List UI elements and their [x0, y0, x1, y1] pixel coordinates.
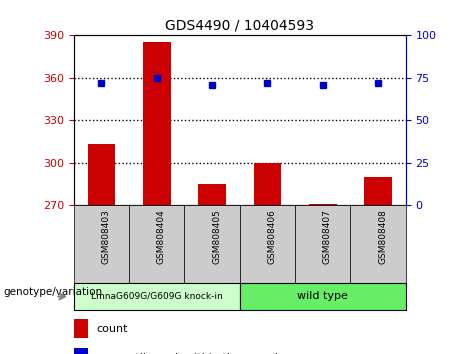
- Text: GSM808407: GSM808407: [323, 209, 332, 264]
- Text: GSM808404: GSM808404: [157, 209, 166, 264]
- Bar: [350, 205, 406, 283]
- Title: GDS4490 / 10404593: GDS4490 / 10404593: [165, 19, 314, 33]
- Text: GSM808405: GSM808405: [212, 209, 221, 264]
- Text: LmnaG609G/G609G knock-in: LmnaG609G/G609G knock-in: [91, 292, 223, 301]
- Bar: [74, 348, 88, 354]
- Text: GSM808406: GSM808406: [267, 209, 277, 264]
- Bar: [240, 205, 295, 283]
- Text: wild type: wild type: [297, 291, 348, 302]
- Bar: [143, 42, 171, 205]
- Bar: [184, 205, 240, 283]
- Bar: [74, 319, 88, 338]
- Bar: [240, 283, 406, 310]
- Bar: [295, 205, 350, 283]
- Bar: [254, 163, 281, 205]
- Bar: [364, 177, 392, 205]
- Bar: [309, 204, 337, 205]
- Bar: [129, 205, 184, 283]
- Text: GSM808403: GSM808403: [101, 209, 111, 264]
- Text: genotype/variation: genotype/variation: [4, 287, 103, 297]
- Bar: [74, 283, 240, 310]
- Text: GSM808408: GSM808408: [378, 209, 387, 264]
- Text: percentile rank within the sample: percentile rank within the sample: [97, 353, 285, 354]
- Bar: [198, 184, 226, 205]
- Bar: [88, 144, 115, 205]
- Text: count: count: [97, 324, 128, 334]
- Bar: [74, 205, 129, 283]
